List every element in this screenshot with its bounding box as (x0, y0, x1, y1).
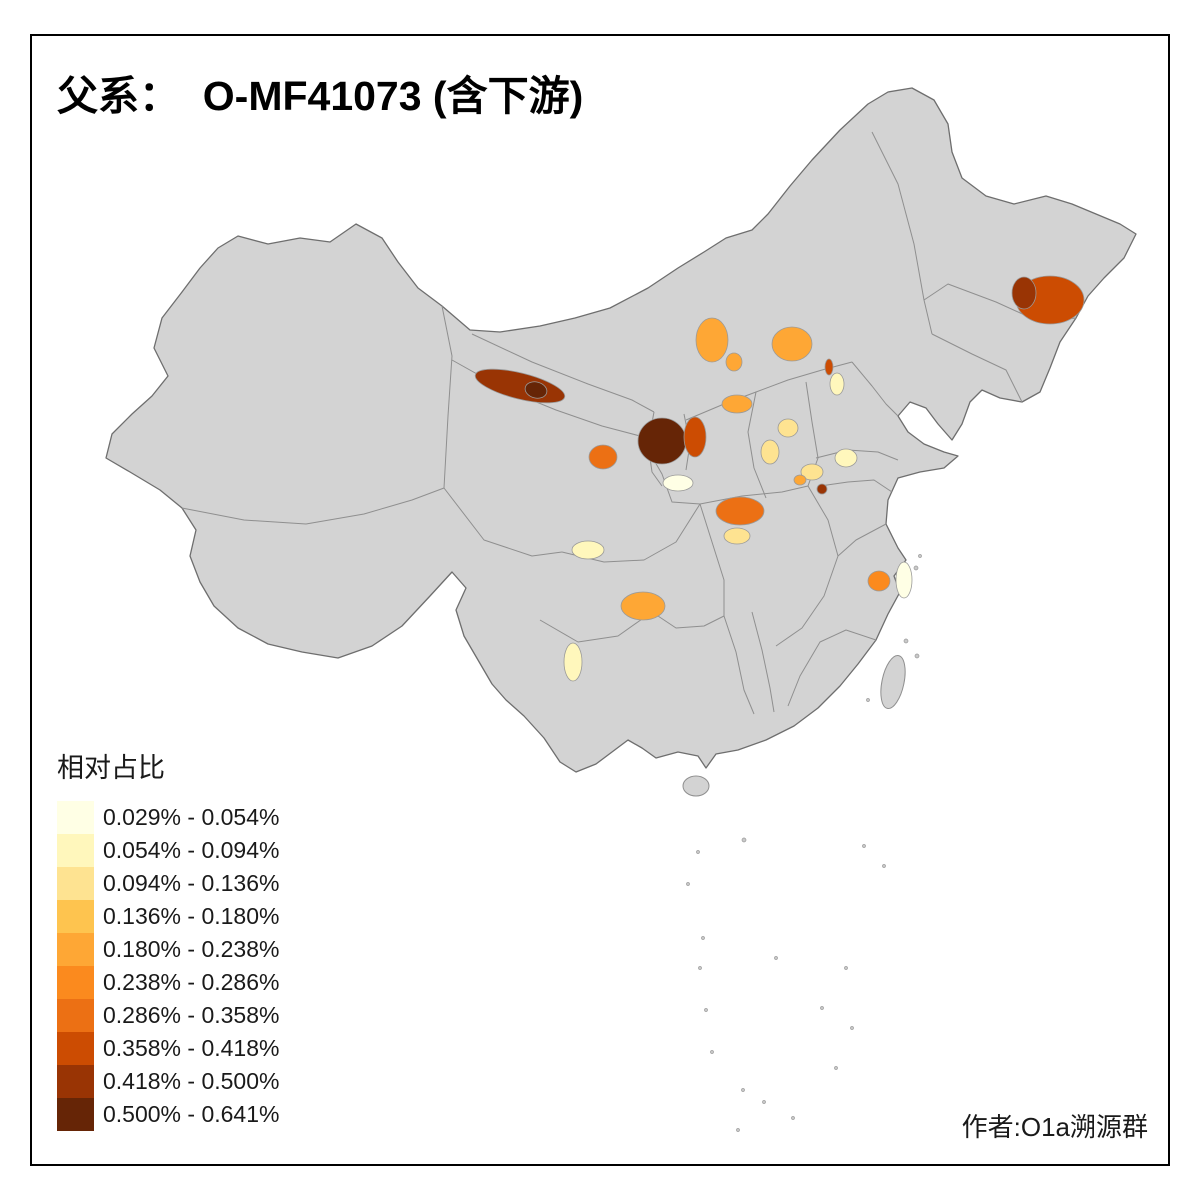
legend-row: 0.054% - 0.094% (57, 834, 279, 867)
map-region-neimenggu-central (771, 326, 813, 362)
map-region-zhejiang-north (867, 570, 891, 592)
legend-row: 0.358% - 0.418% (57, 1032, 279, 1065)
legend-bin-label: 0.500% - 0.641% (103, 1101, 280, 1127)
map-region-shaanxi-central (715, 496, 765, 526)
legend-bin-label: 0.238% - 0.286% (103, 969, 280, 995)
legend-row: 0.094% - 0.136% (57, 867, 279, 900)
map-region-neimenggu-west-small (725, 352, 743, 372)
map-region-sichuan-south-pale (563, 642, 583, 682)
legend-row: 0.286% - 0.358% (57, 999, 279, 1032)
legend-swatch (57, 1065, 94, 1098)
legend-swatch (57, 999, 94, 1032)
map-region-ningxia-north (637, 417, 687, 465)
choropleth-regions (474, 275, 1085, 682)
legend-swatch (57, 900, 94, 933)
legend-swatch (57, 834, 94, 867)
legend-bin-label: 0.418% - 0.500% (103, 1068, 280, 1094)
legend-row: 0.029% - 0.054% (57, 801, 279, 834)
legend-row: 0.500% - 0.641% (57, 1098, 279, 1131)
author-credit: 作者:O1a溯源群 (961, 1112, 1148, 1142)
map-region-henan-west-orange (793, 474, 807, 486)
map-region-gansu-south-pale (662, 474, 694, 492)
map-region-sichuan-chengdu-pale (571, 540, 605, 560)
page-title: 父系： O-MF41073 (含下游) (57, 73, 584, 119)
map-region-shanxi-central-pale (760, 439, 780, 465)
legend-bin-label: 0.286% - 0.358% (103, 1002, 280, 1028)
map-region-qinghai-east (588, 444, 618, 470)
map-region-gansu-hexi-dark-nub (524, 381, 548, 399)
map-region-shanxi-north (721, 394, 753, 414)
hainan-island (682, 775, 710, 797)
legend: 相对占比 0.029% - 0.054% 0.054% - 0.094% 0.094… (57, 746, 279, 1131)
map-region-hebei-south-pale (834, 448, 858, 468)
map-region-shaanxi-south-pale (723, 527, 751, 545)
legend-swatch (57, 933, 94, 966)
legend-row: 0.418% - 0.500% (57, 1065, 279, 1098)
legend-bin-label: 0.180% - 0.238% (103, 936, 280, 962)
legend-bin-label: 0.054% - 0.094% (103, 837, 280, 863)
legend-row: 0.238% - 0.286% (57, 966, 279, 999)
map-region-henan-west-pale (800, 463, 824, 481)
islands (682, 554, 922, 1132)
map-region-henan-dark-dot (816, 483, 828, 495)
legend-rows: 0.029% - 0.054% 0.054% - 0.094% 0.094% - 0… (57, 801, 279, 1131)
map-region-neimenggu-west (695, 317, 729, 363)
legend-bin-label: 0.029% - 0.054% (103, 804, 280, 830)
legend-row: 0.136% - 0.180% (57, 900, 279, 933)
legend-swatch (57, 966, 94, 999)
map-region-guizhou-north (620, 591, 666, 621)
map-region-heilongjiang-east-west-part (1011, 276, 1037, 310)
legend-swatch (57, 801, 94, 834)
china-mainland-shape (105, 87, 1137, 773)
legend-swatch (57, 867, 94, 900)
legend-swatch (57, 1098, 94, 1131)
legend-bin-label: 0.358% - 0.418% (103, 1035, 280, 1061)
map-region-zhejiang-coast-pale (895, 561, 913, 599)
taiwan-island (880, 654, 906, 710)
map-region-shaanxi-north-pale (777, 418, 799, 438)
legend-bin-label: 0.094% - 0.136% (103, 870, 280, 896)
map-region-ningxia-east (683, 416, 707, 458)
legend-row: 0.180% - 0.238% (57, 933, 279, 966)
map-region-beijing-area-pale (829, 372, 845, 396)
map-region-hebei-north-sliver (824, 358, 834, 376)
legend-title: 相对占比 (57, 753, 165, 783)
legend-bin-label: 0.136% - 0.180% (103, 903, 280, 929)
legend-swatch (57, 1032, 94, 1065)
